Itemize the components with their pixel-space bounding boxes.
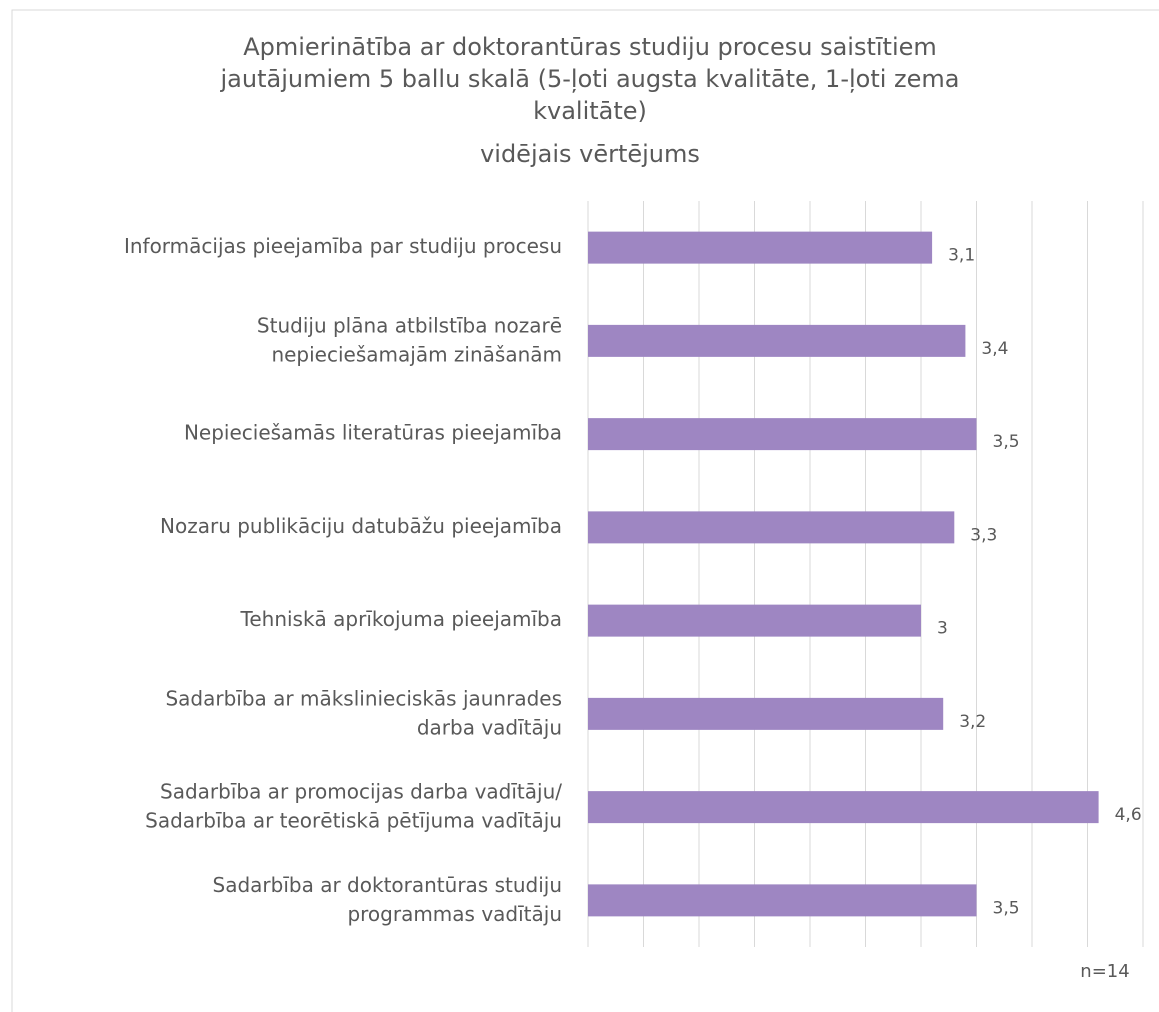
value-label: 4,6 [1115,805,1142,825]
bar [588,511,955,544]
bar [588,791,1099,824]
value-label: 3,1 [948,246,975,266]
bar [588,418,977,451]
bar [588,231,933,264]
value-label: 3 [937,619,948,639]
value-label: 3,4 [981,339,1008,359]
y-tick-label: Sadarbība ar mākslinieciskās jaunrades da… [165,686,562,739]
y-tick-label: Nozaru publikāciju datubāžu pieejamība [160,514,562,538]
bar [588,324,966,357]
value-label: 3,3 [970,525,997,545]
annotation: n=14 [1080,961,1129,982]
y-tick-label: Sadarbība ar doktorantūras studiju progra… [213,872,562,925]
chart-title: Apmierinātība ar doktorantūras studiju p… [220,33,960,168]
value-label: 3,5 [993,898,1020,918]
bar [588,884,977,917]
y-tick-label: Nepieciešamās literatūras pieejamība [184,421,562,445]
y-tick-label: Informācijas pieejamība par studiju proc… [124,234,562,258]
y-tick-label: Studiju plāna atbilstība nozarē nepiecieš… [257,313,562,366]
bar [588,697,944,730]
bar [588,604,921,637]
y-tick-label: Sadarbība ar promocijas darba vadītāju/S… [145,779,562,832]
chart-border [11,9,1159,1012]
value-label: 3,2 [959,712,986,732]
value-label: 3,5 [993,432,1020,452]
y-tick-label: Tehniskā aprīkojuma pieejamība [240,607,562,631]
